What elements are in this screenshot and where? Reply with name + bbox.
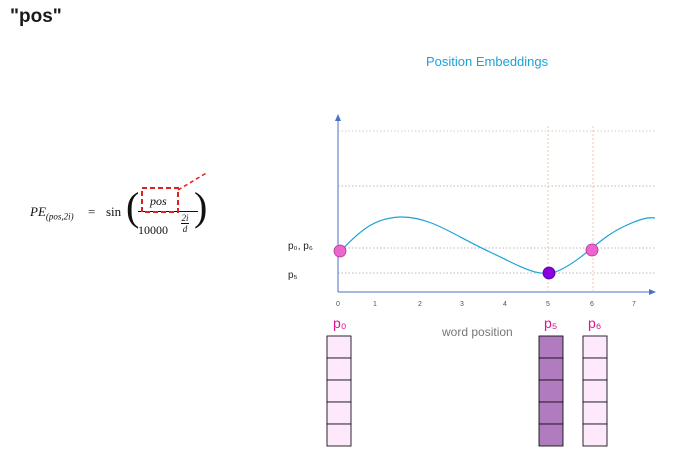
formula-right-paren: ) <box>194 184 208 229</box>
x-tick-label: 0 <box>336 301 340 308</box>
vector-p5 <box>538 335 564 447</box>
chart-title: Position Embeddings <box>426 54 549 69</box>
vector-label-p0: p₀ <box>333 315 347 331</box>
x-tick-label: 3 <box>460 301 464 308</box>
y-axis-arrow <box>335 114 341 121</box>
formula-function: sin <box>106 204 122 219</box>
pe-formula: PE(pos,2i) = sin ( pos 10000 2i d ) <box>30 183 220 243</box>
x-axis-arrow <box>649 289 656 295</box>
pos-pointer-line <box>177 171 209 191</box>
point-p0 <box>333 244 347 258</box>
y-label-p5: p₅ <box>288 270 298 281</box>
x-tick-label: 6 <box>590 301 594 308</box>
x-tick-label: 4 <box>503 301 507 308</box>
formula-denominator: 10000 <box>138 223 168 237</box>
formula-equals: = <box>88 204 96 219</box>
x-tick-label: 1 <box>373 301 377 308</box>
vector-label-p6: p₆ <box>588 315 602 331</box>
sine-curve <box>337 216 656 274</box>
x-tick-label: 5 <box>546 301 550 308</box>
x-tick-label: 2 <box>418 301 422 308</box>
formula-fraction-line <box>138 211 198 212</box>
slide-title: "pos" <box>10 6 62 27</box>
pos-highlight-box <box>141 187 179 213</box>
point-p6 <box>585 243 599 257</box>
point-p5 <box>542 266 556 280</box>
vector-p6 <box>582 335 608 447</box>
formula-left-paren: ( <box>126 184 140 229</box>
formula-exponent: 2i d <box>181 213 189 234</box>
x-axis-label: word position <box>442 325 513 339</box>
y-label-p0-p6: p₀, p₆ <box>288 241 313 252</box>
formula-lhs: PE(pos,2i) <box>30 204 74 222</box>
vector-label-p5: p₅ <box>544 315 558 331</box>
formula-numerator: pos <box>150 194 167 208</box>
x-tick-label: 7 <box>632 301 636 308</box>
vector-p0 <box>326 335 352 447</box>
